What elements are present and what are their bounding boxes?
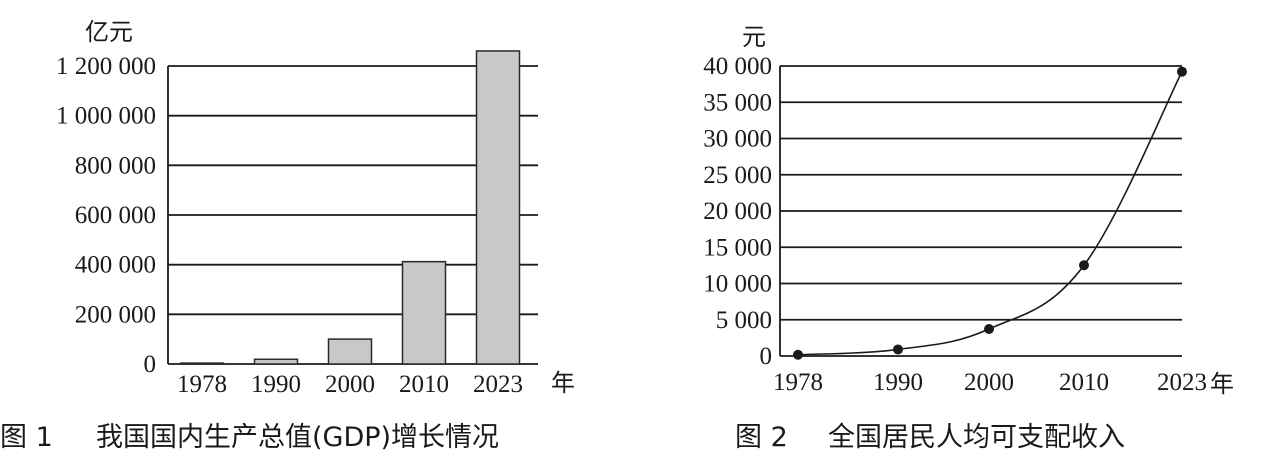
income-line-chart: 0 5 000 10 000 15 000 20 000 25 000 30 000 35 0… — [703, 23, 1234, 453]
gdp-y-tick-labels: 0 200 000 400 000 600 000 800 000 1 000 000 1 … — [56, 53, 156, 378]
gdp-x-tick-label: 1990 — [251, 371, 301, 398]
income-x-axis-unit: 年 — [1210, 370, 1234, 398]
gdp-y-tick-label: 800 000 — [75, 152, 156, 179]
gdp-x-tick-labels: 1978 1990 2000 2010 2023 — [177, 371, 523, 398]
income-y-tick-label: 25 000 — [703, 162, 772, 189]
gdp-gridlines — [167, 65, 538, 365]
income-y-tick-label: 15 000 — [703, 234, 772, 261]
income-point — [893, 344, 903, 355]
gdp-bar — [327, 338, 373, 365]
gdp-x-axis-unit: 年 — [551, 369, 575, 397]
income-x-tick-label: 2023 — [1157, 369, 1207, 396]
gdp-bar — [179, 362, 225, 365]
gdp-bar — [475, 50, 521, 365]
income-y-axis-unit: 元 — [742, 23, 766, 51]
gdp-y-tick-label: 0 — [144, 351, 157, 378]
gdp-x-tick-label: 2023 — [473, 371, 523, 398]
income-y-tick-label: 0 — [760, 343, 773, 370]
income-gridlines — [779, 65, 1182, 357]
gdp-x-tick-label: 2010 — [399, 371, 449, 398]
income-chart-title: 全国居民人均可支配收入 — [828, 422, 1125, 453]
income-x-tick-labels: 1978 1990 2000 2010 2023 — [773, 369, 1207, 396]
income-caption-number: 图 2 — [735, 422, 788, 453]
gdp-bar — [401, 260, 447, 365]
income-point — [793, 349, 803, 360]
income-y-tick-labels: 0 5 000 10 000 15 000 20 000 25 000 30 000 35 0… — [703, 53, 772, 370]
gdp-caption-number: 图 1 — [0, 422, 53, 453]
income-x-tick-label: 2000 — [964, 369, 1014, 396]
income-y-tick-label: 5 000 — [716, 307, 772, 334]
income-point — [984, 324, 994, 335]
income-y-tick-label: 35 000 — [703, 89, 772, 116]
gdp-y-tick-label: 400 000 — [75, 252, 156, 279]
gdp-bar — [253, 358, 299, 365]
gdp-y-tick-label: 1 200 000 — [56, 53, 156, 80]
gdp-y-tick-label: 600 000 — [75, 202, 156, 229]
gdp-x-tick-label: 2000 — [325, 371, 375, 398]
income-series-line — [797, 71, 1183, 356]
gdp-x-tick-label: 1978 — [177, 371, 227, 398]
gdp-bars — [179, 50, 521, 365]
income-y-tick-label: 40 000 — [703, 53, 772, 80]
income-x-tick-label: 2010 — [1059, 369, 1109, 396]
income-point — [1177, 66, 1187, 77]
income-y-tick-label: 10 000 — [703, 271, 772, 298]
gdp-chart-title: 我国国内生产总值(GDP)增长情况 — [96, 422, 499, 453]
income-y-tick-label: 20 000 — [703, 198, 772, 225]
income-x-tick-label: 1990 — [873, 369, 923, 396]
gdp-bar-chart: 0 200 000 400 000 600 000 800 000 1 000 000 1 … — [0, 18, 575, 453]
income-y-tick-label: 30 000 — [703, 126, 772, 153]
gdp-y-tick-label: 1 000 000 — [56, 103, 156, 130]
income-point — [1079, 260, 1089, 271]
gdp-y-tick-label: 200 000 — [75, 301, 156, 328]
income-x-tick-label: 1978 — [773, 369, 823, 396]
income-points — [793, 66, 1187, 360]
gdp-y-axis-unit: 亿元 — [85, 18, 133, 46]
